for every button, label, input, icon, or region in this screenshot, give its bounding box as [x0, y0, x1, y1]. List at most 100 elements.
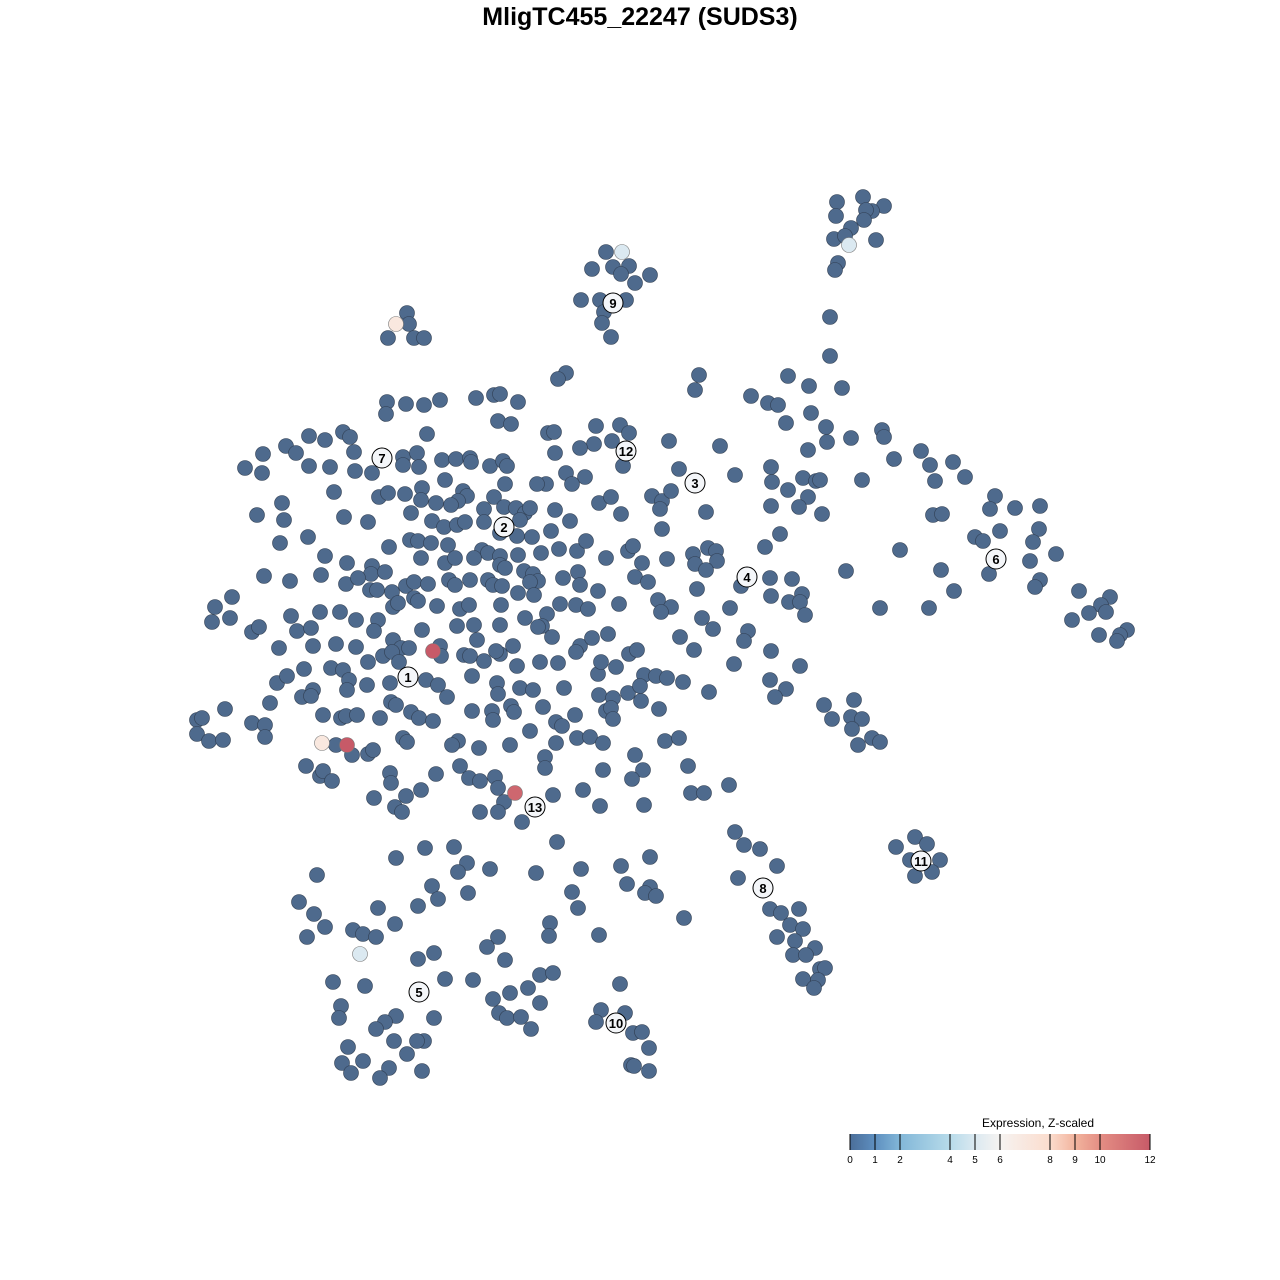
- data-point: [301, 458, 317, 474]
- data-point: [736, 633, 752, 649]
- data-point: [317, 432, 333, 448]
- data-point: [525, 682, 541, 698]
- data-point: [381, 1060, 397, 1076]
- data-point: [465, 972, 481, 988]
- data-point: [276, 512, 292, 528]
- cluster-label-9: 9: [602, 292, 624, 314]
- data-point: [466, 617, 482, 633]
- data-point: [524, 529, 540, 545]
- data-point: [975, 533, 991, 549]
- data-point: [680, 758, 696, 774]
- data-point: [620, 685, 636, 701]
- data-point: [249, 507, 265, 523]
- data-point: [634, 1024, 650, 1040]
- data-point: [369, 582, 385, 598]
- legend-title: Expression, Z-scaled: [982, 1116, 1094, 1130]
- data-point: [586, 436, 602, 452]
- data-point: [564, 884, 580, 900]
- data-point: [652, 501, 668, 517]
- cluster-label-text: 13: [528, 800, 542, 815]
- data-point: [992, 523, 1008, 539]
- cluster-label-4: 4: [736, 566, 758, 588]
- data-point: [386, 1033, 402, 1049]
- data-point: [499, 458, 515, 474]
- data-point: [598, 550, 614, 566]
- data-point: [509, 658, 525, 674]
- data-point: [447, 550, 463, 566]
- expressing-data-point: [352, 946, 368, 962]
- data-point: [569, 543, 585, 559]
- data-point: [490, 804, 506, 820]
- data-point: [545, 787, 561, 803]
- data-point: [603, 329, 619, 345]
- data-point: [671, 461, 687, 477]
- data-point: [464, 703, 480, 719]
- data-point: [388, 697, 404, 713]
- data-point: [492, 617, 508, 633]
- data-point: [348, 612, 364, 628]
- data-point: [780, 482, 796, 498]
- data-point: [1081, 605, 1097, 621]
- data-point: [659, 670, 675, 686]
- data-point: [592, 798, 608, 814]
- cluster-label-6: 6: [985, 548, 1007, 570]
- data-point: [425, 713, 441, 729]
- data-point: [309, 867, 325, 883]
- data-point: [856, 212, 872, 228]
- data-point: [387, 916, 403, 932]
- data-point: [798, 947, 814, 963]
- data-point: [762, 570, 778, 586]
- data-point: [348, 639, 364, 655]
- data-point: [584, 630, 600, 646]
- data-point: [689, 581, 705, 597]
- data-point: [347, 463, 363, 479]
- data-point: [547, 502, 563, 518]
- data-point: [872, 600, 888, 616]
- data-point: [629, 642, 645, 658]
- data-point: [572, 577, 588, 593]
- data-point: [653, 604, 669, 620]
- data-point: [791, 499, 807, 515]
- data-point: [450, 864, 466, 880]
- data-point: [568, 644, 584, 660]
- color-legend: Expression, Z-scaled 0 1 2 4 5 6 8 9 10 12: [847, 1116, 1156, 1166]
- data-point: [551, 541, 567, 557]
- data-point: [355, 926, 371, 942]
- data-point: [613, 266, 629, 282]
- data-point: [339, 555, 355, 571]
- data-point: [217, 701, 233, 717]
- data-point: [426, 945, 442, 961]
- data-point: [420, 576, 436, 592]
- data-point: [584, 261, 600, 277]
- cluster-label-badge: [371, 447, 393, 469]
- data-point: [313, 567, 329, 583]
- data-point: [399, 734, 415, 750]
- legend-tick-label: 5: [972, 1155, 978, 1166]
- data-point: [1025, 534, 1041, 550]
- data-point: [722, 600, 738, 616]
- data-point: [517, 610, 533, 626]
- data-point: [844, 721, 860, 737]
- data-point: [306, 906, 322, 922]
- data-point: [476, 514, 492, 530]
- data-point: [366, 790, 382, 806]
- data-point: [769, 929, 785, 945]
- data-point: [1064, 612, 1080, 628]
- data-point: [368, 929, 384, 945]
- data-point: [633, 693, 649, 709]
- data-point: [546, 424, 562, 440]
- data-point: [1007, 500, 1023, 516]
- data-point: [945, 454, 961, 470]
- data-point: [523, 1021, 539, 1037]
- data-point: [1032, 498, 1048, 514]
- data-point: [342, 429, 358, 445]
- data-point: [595, 735, 611, 751]
- data-point: [634, 555, 650, 571]
- data-point: [626, 1058, 642, 1074]
- data-point: [325, 974, 341, 990]
- data-point: [619, 876, 635, 892]
- data-point: [552, 596, 568, 612]
- data-point: [340, 1039, 356, 1055]
- data-point: [349, 707, 365, 723]
- data-point: [414, 1063, 430, 1079]
